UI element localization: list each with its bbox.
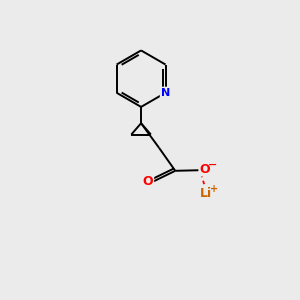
Text: −: − — [207, 160, 217, 170]
Text: +: + — [210, 184, 219, 194]
Text: N: N — [161, 88, 170, 98]
Text: O: O — [200, 163, 210, 176]
Text: Li: Li — [200, 187, 211, 200]
Text: O: O — [142, 175, 153, 188]
